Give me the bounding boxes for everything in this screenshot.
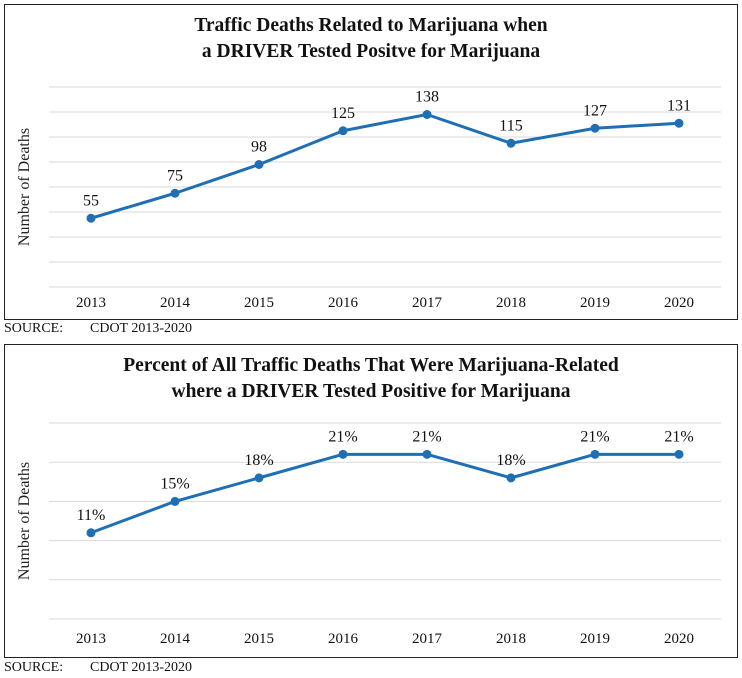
data-point <box>338 449 348 459</box>
x-tick-label: 2015 <box>244 295 274 311</box>
data-point <box>674 449 684 459</box>
data-point <box>422 110 432 119</box>
source-label: SOURCE: <box>4 660 64 675</box>
data-label: 75 <box>167 167 183 184</box>
data-label: 18% <box>496 452 525 469</box>
chart-title-line2: a DRIVER Tested Positve for Marijuana <box>201 41 541 62</box>
x-tick-label: 2013 <box>76 631 106 647</box>
source-text: CDOT 2013-2020 <box>90 660 193 675</box>
data-label: 127 <box>583 102 607 119</box>
x-tick-label: 2016 <box>328 631 359 647</box>
series-line <box>90 113 680 220</box>
data-point <box>674 118 684 128</box>
data-point <box>590 449 600 459</box>
data-label: 15% <box>160 475 189 492</box>
data-label: 98 <box>251 139 267 156</box>
data-label: 138 <box>415 89 439 106</box>
data-label: 11% <box>77 507 106 524</box>
x-tick-label: 2019 <box>580 295 610 311</box>
data-label: 18% <box>244 452 273 469</box>
x-tick-label: 2017 <box>412 631 443 647</box>
source-label: SOURCE: <box>4 321 64 336</box>
x-tick-label: 2020 <box>664 295 694 311</box>
data-label: 21% <box>664 428 693 445</box>
data-point <box>254 160 264 169</box>
source-note: SOURCE: CDOT 2013-2020 <box>4 321 192 337</box>
data-point <box>86 213 96 223</box>
data-label: 131 <box>667 97 691 114</box>
x-tick-label: 2019 <box>580 631 610 647</box>
source-text: CDOT 2013-2020 <box>90 321 193 336</box>
data-point <box>170 188 180 198</box>
x-tick-label: 2018 <box>496 631 526 647</box>
data-label: 125 <box>331 105 355 122</box>
y-axis-label: Number of Deaths <box>16 128 33 246</box>
x-tick-label: 2016 <box>328 295 359 311</box>
data-label: 21% <box>328 428 357 445</box>
x-tick-label: 2020 <box>664 631 694 647</box>
chart-panel-deaths: Traffic Deaths Related to Marijuana when… <box>4 4 738 320</box>
data-point <box>422 449 432 459</box>
x-tick-label: 2015 <box>244 631 274 647</box>
chart-title-line1: Traffic Deaths Related to Marijuana when <box>194 15 548 36</box>
data-label: 115 <box>499 117 522 134</box>
data-point <box>590 123 600 133</box>
line-chart-percent: Number of Deaths 2013 2014 2015 2016 2017 2018… <box>16 422 721 647</box>
chart-title-line1: Percent of All Traffic Deaths That Were … <box>123 355 619 376</box>
data-point <box>170 496 180 506</box>
chart-panel-percent: Percent of All Traffic Deaths That Were … <box>4 344 738 658</box>
series-line <box>90 452 679 535</box>
x-tick-label: 2014 <box>160 631 191 647</box>
x-tick-label: 2017 <box>412 295 443 311</box>
data-point <box>506 473 516 483</box>
x-tick-label: 2013 <box>76 295 106 311</box>
x-tick-label: 2014 <box>160 295 191 311</box>
data-point <box>506 138 516 148</box>
data-label: 21% <box>412 428 441 445</box>
data-point <box>86 528 96 538</box>
source-note: SOURCE: CDOT 2013-2020 <box>4 660 192 676</box>
line-chart-deaths: Number of Deaths 2013 2014 2015 2016 2017 2018… <box>16 86 721 311</box>
y-axis-label: Number of Deaths <box>16 462 33 580</box>
data-point <box>254 473 264 483</box>
data-label: 21% <box>580 428 609 445</box>
chart-title: Traffic Deaths Related to Marijuana when… <box>5 13 737 65</box>
chart-title: Percent of All Traffic Deaths That Were … <box>5 353 737 405</box>
x-tick-label: 2018 <box>496 295 526 311</box>
data-point <box>338 126 348 136</box>
data-label: 55 <box>83 192 99 209</box>
chart-title-line2: where a DRIVER Tested Positive for Marij… <box>171 381 571 402</box>
